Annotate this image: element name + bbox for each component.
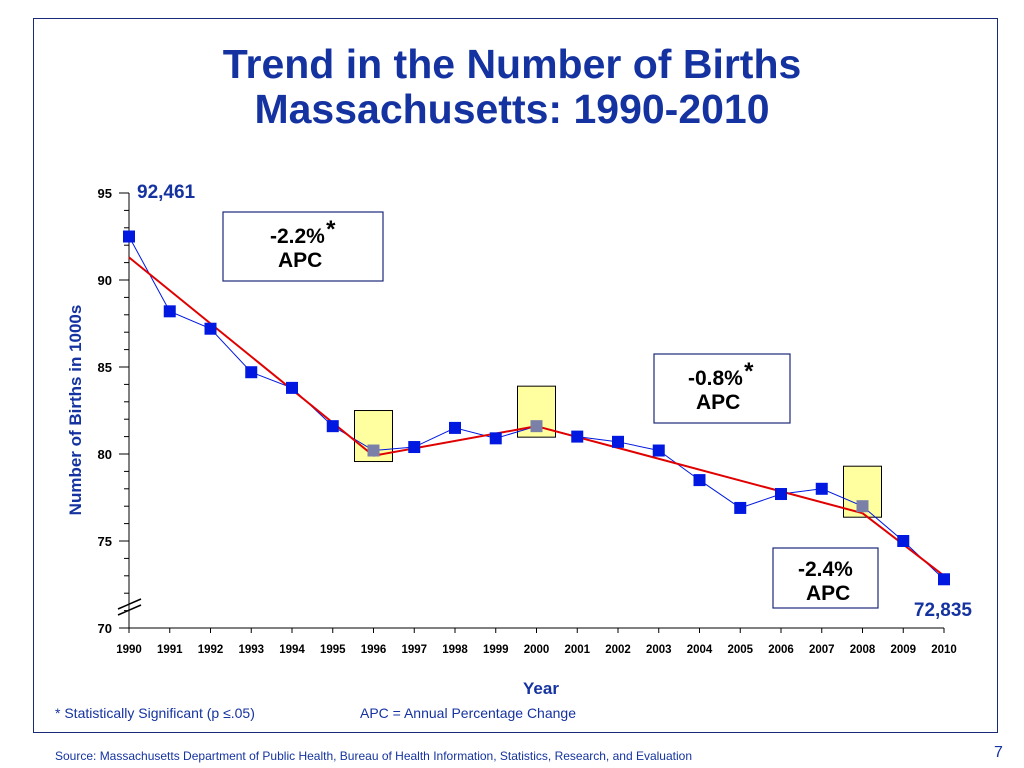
data-point — [408, 441, 421, 454]
x-axis-title: Year — [523, 679, 559, 698]
joinpoint-marker — [856, 500, 869, 513]
chart-title: Trend in the Number of Births Massachuse… — [0, 42, 1024, 132]
data-point — [693, 474, 706, 487]
apc-box — [653, 353, 791, 424]
x-tick-label: 1994 — [279, 644, 305, 656]
trend-line-segment — [536, 425, 863, 515]
trend-line-segment — [373, 425, 537, 457]
data-point — [449, 421, 461, 434]
x-tick-label: 1999 — [483, 644, 509, 656]
significance-star: * — [744, 358, 754, 385]
apc-value: -0.8% — [688, 367, 743, 390]
data-point — [286, 381, 298, 394]
apc-label: APC — [278, 249, 322, 272]
x-tick-label: 1995 — [320, 644, 346, 656]
slide-frame — [33, 18, 998, 733]
apc-label: APC — [696, 391, 740, 414]
data-point — [938, 573, 950, 586]
x-tick-label: 2009 — [890, 644, 916, 656]
y-tick-label: 90 — [98, 273, 112, 288]
data-point — [815, 482, 828, 495]
x-tick-label: 2008 — [850, 644, 876, 656]
axis-break-mark — [117, 598, 142, 610]
apc-footnote: APC = Annual Percentage Change — [360, 705, 576, 721]
y-tick-label: 75 — [98, 534, 112, 549]
x-tick-label: 1993 — [238, 644, 264, 656]
data-point — [775, 488, 787, 501]
data-point — [571, 430, 584, 443]
apc-value: -2.2% — [270, 225, 325, 248]
data-point — [326, 420, 339, 433]
x-tick-label: 2006 — [768, 644, 794, 656]
y-axis-title: Number of Births in 1000s — [66, 305, 85, 516]
y-tick-label: 70 — [98, 621, 112, 636]
source-note: Source: Massachusetts Department of Publ… — [55, 749, 692, 763]
data-point — [612, 435, 624, 448]
data-point — [489, 432, 502, 445]
x-tick-label: 1996 — [361, 644, 387, 656]
start-value-label: 92,461 — [137, 182, 196, 203]
x-tick-label: 2010 — [931, 644, 957, 656]
x-tick-label: 1990 — [116, 644, 142, 656]
end-value-label: 72,835 — [914, 600, 973, 621]
apc-label: APC — [806, 582, 850, 605]
apc-box — [772, 547, 879, 609]
x-tick-label: 1991 — [157, 644, 183, 656]
x-tick-label: 2003 — [646, 644, 672, 656]
y-tick-label: 85 — [98, 360, 112, 375]
x-tick-label: 2002 — [605, 644, 631, 656]
joinpoint-marker — [530, 420, 543, 433]
data-point — [123, 230, 135, 243]
x-tick-label: 1992 — [198, 644, 224, 656]
footnote: * Statistically Significant (p ≤.05) APC… — [55, 705, 576, 721]
page-number: 7 — [994, 744, 1003, 761]
data-point — [204, 322, 217, 335]
title-line-2: Massachusetts: 1990-2010 — [254, 86, 770, 132]
axis-break-mark — [117, 604, 142, 616]
y-tick-label: 80 — [98, 447, 112, 462]
data-point — [245, 366, 258, 379]
apc-value: -2.4% — [798, 558, 853, 581]
y-tick-label: 95 — [98, 186, 112, 201]
significance-star: * — [326, 216, 336, 243]
data-point — [734, 501, 747, 514]
data-point — [897, 535, 910, 547]
x-tick-label: 2001 — [564, 644, 590, 656]
data-point — [652, 444, 665, 457]
x-tick-label: 1998 — [442, 644, 468, 656]
x-tick-label: 2004 — [687, 644, 713, 656]
apc-box — [222, 211, 384, 282]
significance-footnote: * Statistically Significant (p ≤.05) — [55, 705, 255, 721]
x-tick-label: 2005 — [727, 644, 753, 656]
joinpoint-marker — [367, 444, 380, 457]
x-tick-label: 1997 — [401, 644, 427, 656]
x-tick-label: 2000 — [524, 644, 550, 656]
data-point — [163, 305, 176, 318]
x-tick-label: 2007 — [809, 644, 835, 656]
title-line-1: Trend in the Number of Births — [222, 41, 802, 87]
